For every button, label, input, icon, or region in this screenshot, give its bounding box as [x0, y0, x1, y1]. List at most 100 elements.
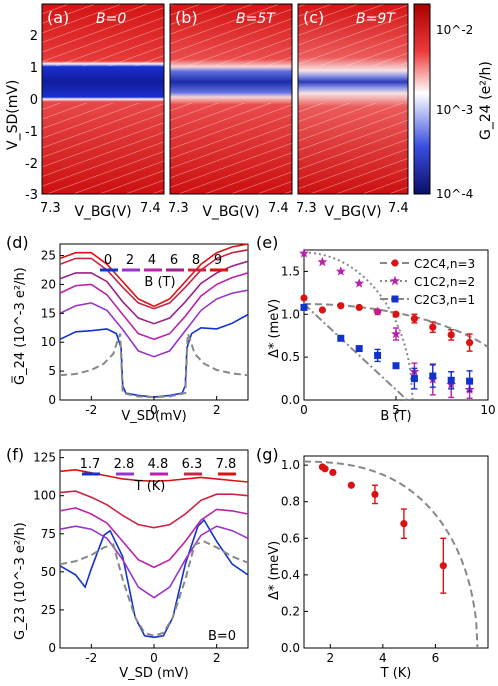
data-point — [317, 256, 328, 267]
data-point — [447, 331, 455, 339]
annotation: B=0 — [208, 629, 236, 644]
legend-entry-label: 1.7 — [80, 457, 101, 472]
series-layer — [59, 243, 249, 399]
x-axis-label: B (T) — [380, 409, 411, 424]
series-layer — [59, 468, 249, 639]
fit-curve — [303, 303, 409, 401]
y-tick-label: 100 — [33, 489, 56, 503]
x-tick-label: 5 — [392, 403, 400, 417]
y-tick-label: 2 — [30, 29, 38, 44]
panel-f: (f) -2 0 2 0 25 50 75 100 125 1.7 2.8 4.8 6.3 7.8 T … — [6, 445, 249, 681]
panel-e: (e) 0 5 100.00.51.01.5 C2C4,n=3C1C2,n=2C2C… — [256, 233, 496, 424]
tick-layer: -2 0 2 0 25 50 75 100 125 — [33, 451, 220, 665]
data-point — [318, 306, 326, 314]
fit-curve — [59, 540, 249, 637]
fit-curve — [59, 333, 249, 399]
data-point — [390, 275, 400, 286]
heatmap-y-ticks: 2 1 0 -1 -2 -3 — [25, 29, 38, 203]
colorbar-tick: 10^-3 — [436, 103, 473, 117]
data-point — [354, 278, 365, 288]
legend-entry-label: 4.8 — [148, 457, 169, 472]
y-tick-label: 15 — [41, 306, 56, 320]
data-point — [410, 314, 418, 323]
x-tick-label: -2 — [85, 403, 97, 417]
data-point — [400, 520, 408, 528]
x-axis-label: V_SD (mV) — [119, 666, 189, 681]
colorbar-tick: 10^-2 — [436, 23, 473, 37]
data-point — [321, 465, 329, 473]
data-point — [391, 259, 399, 267]
panel-g: (g) 2 4 6 0.0 0.2 0.4 0.6 0.8 1.0 T (K) Δ* (meV) — [256, 445, 489, 681]
panel-label: (b) — [175, 8, 198, 27]
x-tick-label: 7.4 — [388, 201, 409, 216]
series-line — [59, 525, 249, 599]
heatmap-streaks — [298, 4, 408, 66]
data-point — [329, 468, 337, 477]
panel-label: (g) — [256, 445, 279, 464]
y-tick-label: 5 — [48, 364, 56, 378]
heatmap-streaks — [170, 4, 292, 66]
heatmap-frame — [169, 3, 293, 195]
heatmap-x-labels: V_BG(V) V_BG(V) V_BG(V) — [74, 204, 381, 220]
y-tick-label: 0.5 — [281, 350, 300, 364]
heatmap-y-label: V_SD(mV) — [5, 80, 21, 150]
data-point — [429, 323, 437, 331]
data-point — [391, 328, 401, 339]
data-point — [410, 375, 418, 383]
heatmap-x-ticks: 7.3 7.4 7.3 7.4 7.3 7.4 — [40, 201, 409, 216]
x-tick-label: 4 — [379, 651, 387, 665]
data-point — [335, 266, 346, 276]
heatmap-panel-a: (a) B=0 — [41, 3, 165, 195]
series-line — [59, 313, 249, 398]
heatmap-frame — [297, 3, 409, 195]
x-tick-label: 7.4 — [140, 201, 161, 216]
y-tick-label: 0.2 — [281, 604, 300, 618]
data-point — [447, 376, 455, 384]
data-point — [439, 562, 447, 570]
series-line — [59, 243, 249, 308]
series-layer — [299, 248, 489, 401]
y-tick-label: 0.0 — [281, 641, 300, 655]
plot-frame — [303, 249, 489, 401]
y-tick-label: 1 — [30, 61, 38, 76]
y-tick-label: 0.6 — [281, 531, 300, 545]
data-point — [371, 490, 379, 498]
x-tick-label: 2 — [213, 651, 221, 665]
x-tick-label: 7.4 — [268, 201, 289, 216]
data-point — [466, 377, 474, 385]
legend: C2C4,n=3 C1C2,n=2 C2C3,n=1 — [380, 257, 475, 307]
x-tick-label: 2 — [213, 403, 221, 417]
data-point — [299, 248, 309, 258]
data-point — [337, 334, 345, 342]
data-point — [466, 338, 474, 347]
heatmap-panel-c: (c) B=9T — [297, 3, 409, 195]
data-point — [300, 303, 308, 311]
x-axis-label: V_BG(V) — [324, 204, 381, 220]
legend-title: B (T) — [144, 275, 175, 290]
y-tick-label: 25 — [41, 249, 56, 263]
colorbar-gradient — [413, 3, 431, 195]
y-tick-label: 75 — [41, 527, 56, 541]
legend-entry-label: 4 — [148, 253, 156, 268]
series-layer — [304, 460, 479, 649]
x-tick-label: -2 — [85, 651, 97, 665]
tick-layer: 0 5 10 0.0 0.5 1.0 1.5 — [281, 264, 496, 417]
x-tick-label: 0 — [150, 403, 158, 417]
x-axis-label: V_BG(V) — [74, 204, 131, 220]
legend-entry-label: 8 — [192, 253, 200, 268]
colorbar: 10^-2 10^-3 10^-4 G_24 (e²/h) — [413, 3, 494, 201]
panel-label: (c) — [303, 8, 324, 27]
field-label: B=9T — [356, 11, 396, 27]
y-tick-label: 0.0 — [281, 393, 300, 407]
legend-entry-label: 9 — [214, 253, 222, 268]
x-tick-label: 0 — [150, 651, 158, 665]
series-line — [59, 518, 249, 639]
legend-entry-label: 2.8 — [114, 457, 135, 472]
y-tick-label: 20 — [41, 277, 56, 291]
plot-frame — [303, 455, 489, 649]
panel-label: (d) — [6, 233, 29, 252]
data-point — [337, 302, 345, 310]
legend-entry-label: 6.3 — [182, 457, 203, 472]
x-axis-label: T (K) — [380, 666, 412, 681]
legend-entry-label: C2C3,n=1 — [414, 293, 475, 307]
